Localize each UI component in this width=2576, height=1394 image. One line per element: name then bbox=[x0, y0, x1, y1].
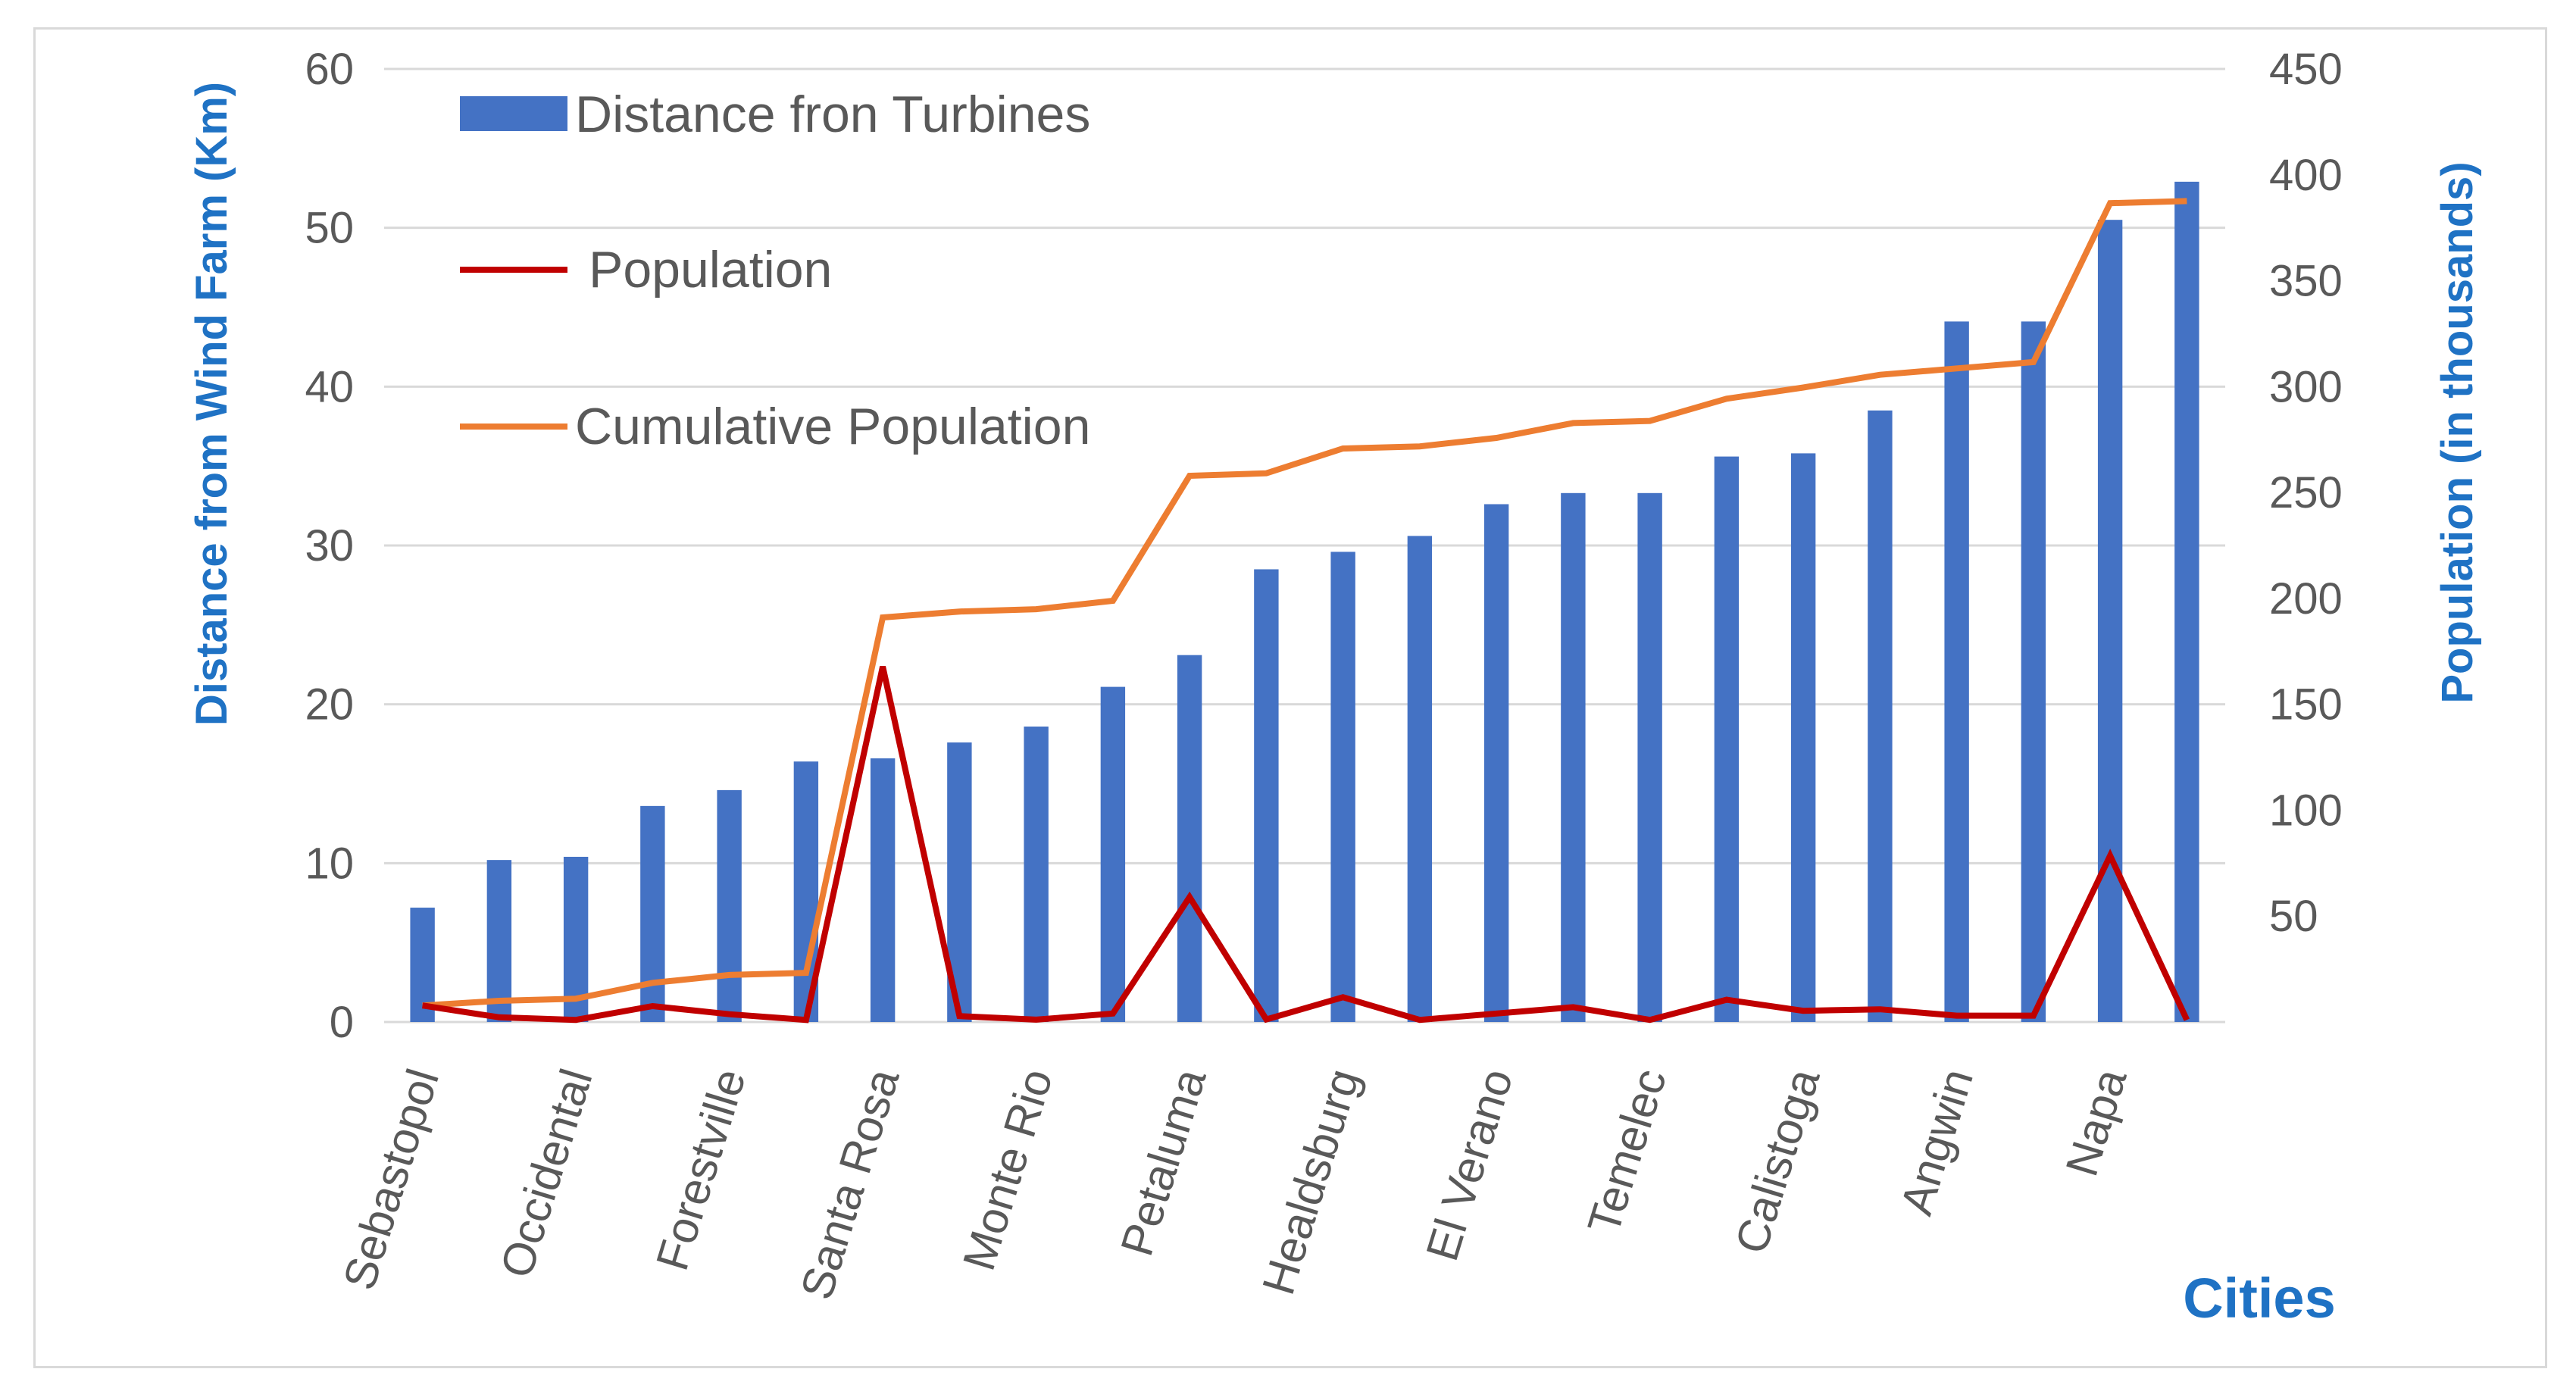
right-axis-title: Population (in thousands) bbox=[2433, 161, 2482, 703]
distance-bar bbox=[2174, 181, 2199, 1023]
cumulative-population-line bbox=[422, 198, 2187, 1009]
legend: Distance fron Turbines Population Cumula… bbox=[460, 86, 1090, 455]
left-axis-ticks: 0 10 20 30 40 50 60 bbox=[305, 45, 354, 1047]
category-label: Occidental bbox=[491, 1063, 602, 1283]
right-tick-label: 450 bbox=[2269, 45, 2343, 94]
category-label: Forestville bbox=[646, 1063, 755, 1276]
distance-bar bbox=[870, 758, 896, 1022]
category-label: Santa Rosa bbox=[791, 1063, 909, 1305]
distance-bar bbox=[1024, 727, 1049, 1022]
distance-bar bbox=[1177, 655, 1202, 1022]
distance-bar bbox=[717, 789, 742, 1022]
distance-bar bbox=[1254, 569, 1279, 1022]
distance-bar bbox=[2097, 220, 2123, 1022]
bar-series bbox=[410, 181, 2199, 1023]
category-label: Angwin bbox=[1890, 1063, 1983, 1221]
legend-label-distance: Distance fron Turbines bbox=[575, 86, 1090, 143]
right-tick-label: 250 bbox=[2269, 468, 2343, 517]
distance-bar bbox=[640, 805, 665, 1022]
right-tick-label: 150 bbox=[2269, 680, 2343, 730]
category-label: Healdsburg bbox=[1252, 1063, 1369, 1300]
distance-bar bbox=[1483, 504, 1509, 1022]
left-tick-label: 60 bbox=[305, 45, 354, 94]
distance-bar bbox=[1790, 453, 1816, 1022]
line-series bbox=[421, 198, 2190, 1024]
category-label: Monte Rio bbox=[953, 1063, 1062, 1276]
chart-frame: 0 10 20 30 40 50 60 50 100 150 200 250 300 350 400 450… bbox=[33, 27, 2547, 1368]
distance-bar bbox=[1637, 492, 1662, 1022]
left-tick-label: 0 bbox=[330, 998, 354, 1047]
right-tick-label: 350 bbox=[2269, 257, 2343, 306]
population-line bbox=[421, 666, 2190, 1024]
left-tick-label: 50 bbox=[305, 204, 354, 253]
right-tick-label: 50 bbox=[2269, 892, 2318, 941]
distance-bar bbox=[1561, 492, 1586, 1022]
right-axis-ticks: 50 100 150 200 250 300 350 400 450 bbox=[2269, 45, 2343, 941]
distance-bar bbox=[486, 860, 512, 1022]
distance-bar bbox=[1868, 410, 1893, 1022]
distance-bar bbox=[1330, 552, 1355, 1022]
chart-svg: 0 10 20 30 40 50 60 50 100 150 200 250 300 350 400 450… bbox=[187, 45, 2482, 1330]
right-tick-label: 300 bbox=[2269, 362, 2343, 411]
category-label: Petaluma bbox=[1111, 1063, 1215, 1262]
category-label: Napa bbox=[2056, 1063, 2137, 1182]
left-tick-label: 20 bbox=[305, 680, 354, 730]
gridlines bbox=[384, 67, 2225, 1024]
left-tick-label: 30 bbox=[305, 521, 354, 570]
right-tick-label: 100 bbox=[2269, 786, 2343, 835]
category-label: Calistoga bbox=[1725, 1063, 1829, 1259]
distance-bar bbox=[1100, 686, 1126, 1022]
left-tick-label: 10 bbox=[305, 839, 354, 888]
x-axis-title: Cities bbox=[2183, 1267, 2336, 1330]
category-label: Temelec bbox=[1578, 1063, 1676, 1239]
category-labels: Sebastopol Occidental Forestville Santa Ros… bbox=[333, 1063, 2137, 1305]
category-label: El Verano bbox=[1416, 1063, 1522, 1266]
left-axis-title: Distance from Wind Farm (Km) bbox=[187, 82, 236, 726]
right-tick-label: 200 bbox=[2269, 574, 2343, 624]
distance-bar bbox=[1407, 536, 1433, 1022]
legend-label-cumulative: Cumulative Population bbox=[575, 398, 1090, 455]
distance-bar bbox=[2021, 321, 2046, 1022]
left-tick-label: 40 bbox=[305, 362, 354, 411]
right-tick-label: 400 bbox=[2269, 151, 2343, 200]
distance-bar bbox=[1944, 321, 1969, 1022]
legend-swatch-distance bbox=[460, 96, 567, 131]
category-label: Sebastopol bbox=[333, 1063, 449, 1296]
legend-label-population: Population bbox=[589, 241, 832, 298]
distance-bar bbox=[1714, 456, 1740, 1022]
